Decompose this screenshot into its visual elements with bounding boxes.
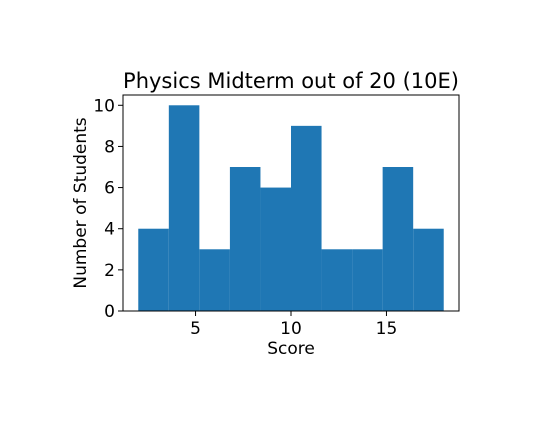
x-tick-label: 15	[376, 319, 398, 339]
chart-title: Physics Midterm out of 20 (10E)	[123, 69, 459, 93]
y-axis-label: Number of Students	[71, 117, 91, 288]
histogram-bar	[199, 249, 230, 311]
y-axis-ticks: 0 2 4 6 8 10	[93, 96, 123, 322]
x-axis-label: Score	[267, 339, 315, 359]
x-tick-label: 10	[280, 319, 302, 339]
y-tick-label: 4	[104, 220, 115, 240]
histogram-bar	[138, 228, 169, 311]
bars-group	[138, 105, 444, 312]
histogram-bar	[229, 167, 261, 311]
histogram-bar	[352, 249, 383, 311]
y-tick-label: 10	[93, 96, 115, 116]
x-tick-label: 5	[190, 319, 201, 339]
y-tick-label: 6	[104, 179, 115, 199]
histogram-bar	[260, 187, 291, 311]
x-axis-ticks: 5 10 15	[190, 311, 397, 339]
y-tick-label: 0	[104, 302, 115, 322]
y-tick-label: 8	[104, 137, 115, 157]
histogram-bar	[168, 105, 200, 312]
histogram-bar	[321, 249, 353, 311]
histogram-bar	[413, 228, 444, 311]
histogram-bar	[291, 125, 322, 311]
plot-frame	[122, 94, 460, 312]
y-tick-label: 2	[104, 261, 115, 281]
histogram-bar	[382, 167, 414, 311]
